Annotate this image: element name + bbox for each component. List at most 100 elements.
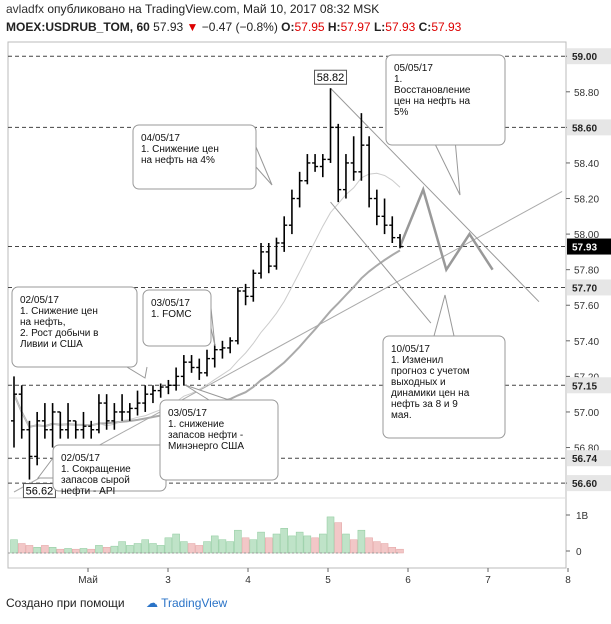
- low-value: 57.93: [385, 20, 416, 34]
- volume-bar: [380, 543, 389, 554]
- time-tick-label: 4: [245, 575, 251, 586]
- volume-bar: [373, 541, 381, 554]
- volume-bar: [257, 531, 265, 554]
- volume-bar: [17, 543, 26, 554]
- callout-text-line: цен на нефть на: [394, 95, 471, 107]
- callout-text-line: мая.: [391, 410, 412, 421]
- level-label: 57.93: [572, 243, 597, 254]
- volume-bar: [187, 543, 196, 554]
- volume-bar: [64, 548, 72, 554]
- callout-text-line: 1. Снижение цен: [20, 306, 98, 317]
- callout-text-line: 03/05/17: [151, 298, 190, 309]
- callout-text-line: 1. Сокращение: [61, 464, 131, 475]
- level-label-bg: [567, 48, 611, 65]
- volume-bar: [41, 545, 49, 554]
- symbol: MOEX:USDRUB_TOM, 60: [6, 20, 150, 34]
- time-tick-label: 8: [565, 575, 571, 586]
- level-label-bg: [567, 119, 611, 136]
- low-label: L:: [373, 20, 386, 34]
- volume-bar: [272, 533, 281, 554]
- volume-bar: [87, 548, 95, 554]
- callout-text-line: Ливии и США: [20, 339, 83, 350]
- down-arrow-icon: ▼: [186, 20, 199, 34]
- volume-bar: [72, 548, 80, 554]
- author-name[interactable]: avladfx: [6, 2, 45, 16]
- high-label: H:: [327, 20, 341, 34]
- callout-box: [159, 399, 279, 481]
- volume-bar: [280, 528, 288, 554]
- close-value: 57.93: [431, 20, 462, 34]
- time-tick-label: 7: [485, 575, 491, 586]
- open-label: O:: [281, 20, 295, 34]
- close-label: C:: [418, 20, 432, 34]
- level-label: 58.60: [572, 123, 597, 134]
- price-tick-label: 56.80: [574, 444, 599, 455]
- volume-bar: [234, 529, 242, 554]
- volume-bar: [334, 522, 342, 554]
- callout-pointer: [435, 144, 461, 196]
- symbol-info: MOEX:USDRUB_TOM, 60 57.93 ▼ −0.47 (−0.8%…: [6, 20, 461, 34]
- volume-bar: [110, 545, 119, 554]
- annotation-callout: 03/05/171. FOMC: [142, 289, 216, 347]
- callout-text-line: 03/05/17: [168, 408, 207, 419]
- volume-bar: [388, 547, 397, 554]
- callout-text-line: 1. FOMC: [151, 309, 192, 320]
- support-trendline: [13, 190, 563, 493]
- level-label: 56.74: [572, 454, 597, 465]
- volume-bar: [133, 543, 142, 554]
- callout-text-line: 05/05/17: [394, 63, 433, 74]
- change: −0.47 (−0.8%): [201, 20, 278, 34]
- price-tick-label: 58.40: [574, 159, 599, 170]
- volume-bar: [126, 545, 134, 554]
- volume-bar: [349, 539, 358, 554]
- callout-pointer: [184, 384, 230, 401]
- callout-text-line: 1. Изменил: [391, 355, 443, 366]
- tradingview-logo[interactable]: ☁ TradingView: [146, 596, 227, 610]
- callout-pointer: [255, 146, 273, 186]
- level-label-bg: [567, 279, 611, 296]
- volume-bar: [342, 533, 350, 554]
- volume-bar: [319, 533, 327, 554]
- last-price: 57.93: [153, 20, 184, 34]
- callout-box: [132, 124, 257, 190]
- time-tick-label: 3: [165, 575, 171, 586]
- volume-bar: [365, 537, 373, 554]
- callout-text-line: запасов нефти -: [168, 429, 243, 441]
- volume-bar: [226, 541, 234, 554]
- callout-text-line: Минэнерго США: [168, 441, 244, 452]
- volume-bar: [218, 539, 227, 554]
- callout-text-line: прогноз с учетом: [391, 366, 470, 377]
- callout-pointer: [210, 307, 216, 347]
- volume-bar: [203, 541, 211, 554]
- volume-bar: [79, 548, 88, 554]
- volume-bar: [241, 537, 250, 554]
- volume-bar: [357, 529, 366, 554]
- price-tick-label: 58.80: [574, 88, 599, 99]
- level-label-bg: [567, 238, 611, 255]
- callout-pointer: [433, 294, 455, 337]
- level-label-bg: [567, 450, 611, 467]
- callout-pointer: [37, 457, 54, 479]
- callout-text-line: 02/05/17: [20, 295, 59, 306]
- callout-box: [142, 289, 212, 347]
- volume-bar: [164, 537, 173, 554]
- callout-text-line: нефти - API: [61, 485, 115, 497]
- low-marker-label: 56.62: [26, 486, 54, 498]
- channel-lower-line: [330, 201, 432, 324]
- callout-text-line: Восстановление: [394, 85, 471, 96]
- callout-text-line: запасов сырой: [61, 475, 130, 486]
- volume-bar: [141, 539, 149, 554]
- level-label: 57.15: [572, 381, 597, 392]
- tradingview-cloud-icon: ☁: [146, 596, 158, 610]
- callout-text-line: динамики цен на: [391, 388, 470, 399]
- callout-text-line: 04/05/17: [141, 133, 180, 144]
- volume-tick-label: 1B: [576, 511, 589, 522]
- tradingview-brand: TradingView: [161, 596, 228, 610]
- volume-bar: [149, 543, 157, 554]
- volume-bar: [249, 539, 258, 554]
- volume-bar: [311, 537, 319, 554]
